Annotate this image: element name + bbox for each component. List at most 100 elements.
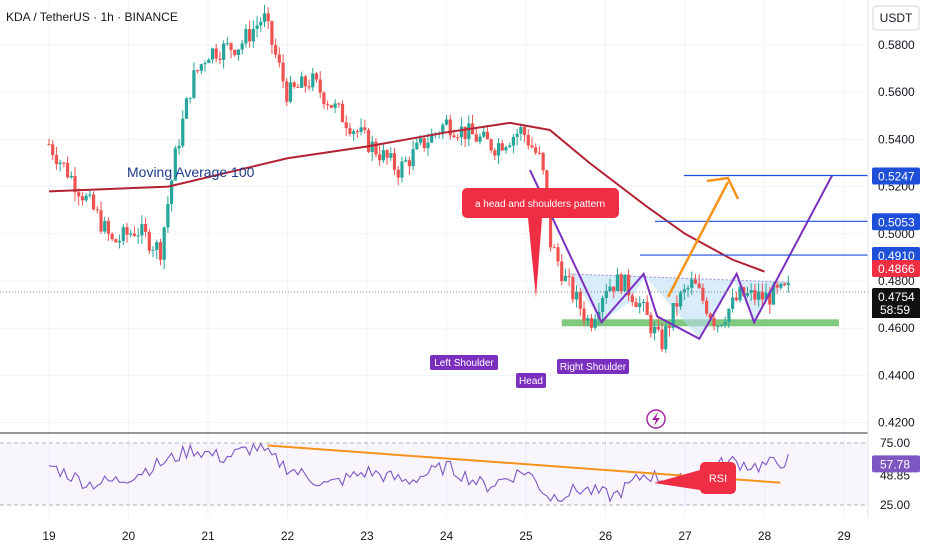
candle-body (196, 70, 200, 72)
candle-body (203, 63, 207, 65)
time-axis[interactable]: 19 20 21 22 23 24 25 26 27 28 29 (0, 518, 932, 550)
candle-body (151, 249, 155, 251)
time-label: 19 (42, 529, 56, 543)
candle-body (667, 326, 672, 328)
candle-body (214, 48, 218, 59)
candle-body (712, 318, 716, 326)
candle-body (426, 142, 430, 149)
candle-body (738, 287, 742, 301)
candle-body (188, 97, 192, 99)
candle-body (62, 162, 66, 164)
candle-body (574, 291, 579, 300)
projection-arrow (666, 181, 730, 298)
rsi-pane[interactable]: RSI (0, 442, 868, 506)
candle-body (173, 148, 177, 181)
candle-body (355, 131, 359, 133)
candle-body (578, 291, 582, 309)
candle-body (95, 209, 99, 211)
time-label: 21 (201, 529, 215, 543)
candle-body (745, 292, 750, 296)
candle-body (723, 322, 727, 325)
rsi-callout-text: RSI (709, 473, 727, 485)
candle-body (626, 274, 631, 296)
candle-body (392, 153, 397, 170)
candle-body (292, 82, 296, 87)
time-label: 27 (678, 529, 692, 543)
rsi-tick: 25.00 (880, 498, 910, 512)
candle-body (73, 175, 77, 193)
candle-body (686, 287, 690, 290)
right-shoulder-label-text: Right Shoulder (560, 362, 627, 373)
price-tag-bg (872, 247, 920, 265)
candle-body (99, 210, 103, 232)
lightning-icon-bolt (652, 412, 660, 426)
currency-button[interactable]: USDT (872, 5, 920, 31)
candle-body (129, 233, 133, 235)
callout-pointer (528, 218, 542, 298)
candle-body (322, 92, 326, 105)
candle-body (582, 308, 586, 321)
candle-body (125, 227, 129, 235)
lightning-icon-ring (646, 409, 666, 429)
candle-body (467, 123, 471, 140)
candle-body (47, 144, 51, 146)
candle-body (671, 303, 675, 328)
candle-body (623, 274, 627, 292)
candle-body (734, 297, 738, 301)
countdown-timer: 58:59 (880, 303, 910, 317)
price-tag-bg (872, 213, 920, 231)
currency-button-label: USDT (880, 11, 913, 25)
candle-body (489, 139, 493, 151)
price-pane[interactable]: Moving Average 100 a head and shoulders p… (0, 4, 868, 429)
time-label: 25 (519, 529, 533, 543)
candle-body (307, 86, 311, 88)
candle-body (783, 283, 787, 286)
candle-body (757, 291, 761, 300)
head-label-box (516, 373, 546, 388)
candle-body (638, 303, 642, 308)
candle-body (612, 286, 616, 292)
candle-body (422, 138, 426, 149)
rsi-current-tag: 57.78 (880, 457, 910, 471)
candle-body (244, 29, 248, 44)
candle-body (452, 135, 456, 138)
rsi-current-bg (872, 455, 920, 473)
candle-body (708, 313, 712, 319)
candle-body (233, 49, 237, 55)
candle-body (91, 194, 96, 210)
price-tag: 0.5053 (872, 213, 920, 231)
candle-body (679, 292, 683, 307)
time-label: 22 (281, 529, 295, 543)
candle-body (363, 127, 367, 131)
candle-body (615, 274, 620, 292)
candle-body (519, 127, 523, 134)
candle-body (177, 145, 181, 149)
candle-body (80, 196, 85, 201)
candle-body (418, 138, 423, 143)
time-label: 23 (360, 529, 374, 543)
candle-body (649, 314, 653, 334)
price-tag: 0.4910 (872, 247, 920, 265)
candle-body (727, 308, 731, 323)
candle-body (162, 227, 166, 260)
candle-body (630, 295, 634, 303)
moving-average-label: Moving Average 100 (127, 164, 255, 180)
pattern-outline (529, 169, 833, 341)
candle-body (474, 134, 478, 142)
candle-body (147, 231, 151, 251)
candle-body (404, 160, 408, 162)
price-tag-label: 0.5247 (878, 170, 915, 184)
candle-body (285, 81, 289, 102)
price-tick: 0.4400 (878, 368, 915, 382)
candle-body (314, 73, 319, 80)
candle-body (511, 136, 516, 146)
candle-body (589, 318, 594, 328)
candle-body (344, 122, 348, 129)
lightning-icon[interactable] (646, 409, 666, 429)
candle-body (608, 286, 612, 292)
candle-body (693, 279, 698, 284)
price-tag-label: 0.4910 (878, 249, 915, 263)
candle-body (158, 242, 163, 260)
